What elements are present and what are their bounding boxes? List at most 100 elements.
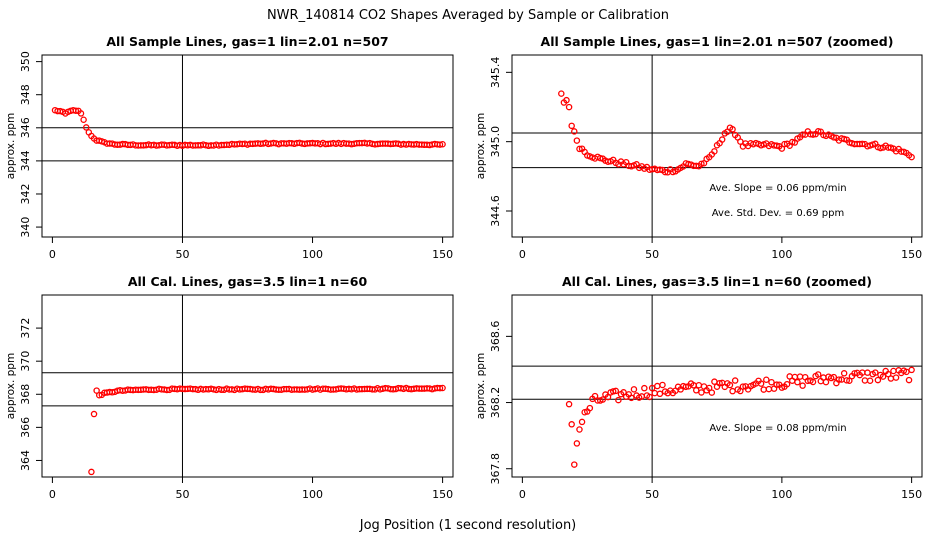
y-axis-label: approx. ppm <box>475 113 487 179</box>
annotation: Ave. Slope = 0.06 ppm/min <box>709 183 846 194</box>
data-point <box>641 384 648 392</box>
data-point <box>773 381 780 388</box>
x-tick-label: 100 <box>771 488 792 501</box>
plot-frame <box>511 54 923 238</box>
data-point <box>82 124 90 131</box>
data-point <box>578 418 586 426</box>
plot-frame <box>41 294 454 478</box>
data-point <box>874 376 882 384</box>
data-point <box>576 145 583 153</box>
x-tick-label: 50 <box>645 488 659 501</box>
x-tick-label: 50 <box>175 488 189 501</box>
data-point <box>843 377 851 384</box>
data-point <box>796 373 804 380</box>
data-point <box>830 134 838 141</box>
data-point <box>814 371 822 378</box>
y-tick-label: 342 <box>19 183 32 204</box>
data-point <box>698 160 705 168</box>
data-point <box>711 378 718 385</box>
annotation: Ave. Std. Dev. = 0.69 ppm <box>712 208 844 219</box>
data-point <box>809 131 817 138</box>
data-point <box>628 394 635 402</box>
panel-title: All Sample Lines, gas=1 lin=2.01 n=507 (… <box>541 34 894 49</box>
data-point <box>612 387 620 395</box>
y-tick-label: 364 <box>19 450 32 471</box>
data-point <box>716 379 723 387</box>
data-point <box>630 386 638 393</box>
x-tick-label: 50 <box>175 248 189 261</box>
data-point <box>879 373 887 380</box>
x-tick-label: 0 <box>519 488 526 501</box>
data-point <box>571 128 578 135</box>
x-tick-label: 150 <box>901 488 922 501</box>
x-tick-label: 0 <box>49 488 56 501</box>
data-point <box>799 131 806 138</box>
y-tick-label: 372 <box>19 318 32 339</box>
data-point <box>846 377 853 385</box>
y-tick-label: 345.4 <box>489 57 502 89</box>
data-point <box>783 380 791 388</box>
data-point <box>586 404 594 412</box>
data-point <box>908 153 915 161</box>
data-point <box>568 122 575 130</box>
data-point <box>866 377 874 385</box>
data-point <box>571 461 578 468</box>
data-point <box>822 378 830 386</box>
data-point <box>651 389 658 397</box>
panel-title: All Cal. Lines, gas=3.5 lin=1 n=60 (zoom… <box>562 274 872 289</box>
data-point <box>661 168 669 176</box>
data-point <box>72 107 80 114</box>
y-axis-label: approx. ppm <box>5 113 17 179</box>
data-point <box>731 377 739 384</box>
data-point <box>80 116 87 123</box>
data-point <box>729 387 736 395</box>
x-tick-label: 100 <box>302 248 323 261</box>
x-tick-label: 100 <box>771 248 792 261</box>
y-axis-label: approx. ppm <box>475 353 487 419</box>
data-point <box>565 103 573 111</box>
data-point <box>436 141 444 148</box>
data-point <box>729 126 736 133</box>
series <box>558 90 915 176</box>
x-tick-label: 150 <box>432 488 453 501</box>
data-point <box>892 374 900 381</box>
y-tick-label: 344 <box>19 150 32 171</box>
data-point <box>573 137 581 144</box>
data-point <box>609 388 617 395</box>
data-point <box>604 393 612 401</box>
x-tick-label: 0 <box>49 248 56 261</box>
y-tick-label: 368.2 <box>489 387 502 419</box>
data-point <box>718 136 726 143</box>
data-point <box>708 389 716 396</box>
data-point <box>835 376 843 383</box>
panel-2: All Sample Lines, gas=1 lin=2.01 n=507 (… <box>475 34 923 261</box>
y-tick-label: 350 <box>19 51 32 72</box>
data-point <box>563 96 570 104</box>
data-point <box>558 90 565 97</box>
data-point <box>890 367 897 375</box>
data-point <box>757 380 765 387</box>
data-point <box>768 378 775 386</box>
x-tick-label: 100 <box>302 488 323 501</box>
data-point <box>809 378 817 386</box>
data-point <box>864 369 871 376</box>
panel-4: All Cal. Lines, gas=3.5 lin=1 n=60 (zoom… <box>475 274 923 501</box>
data-point <box>763 376 770 383</box>
data-point <box>576 426 583 433</box>
data-point <box>646 393 653 401</box>
data-point <box>859 140 866 148</box>
panel-title: All Cal. Lines, gas=3.5 lin=1 n=60 <box>128 274 368 289</box>
data-point <box>439 384 446 392</box>
y-tick-label: 368 <box>19 384 32 405</box>
y-tick-label: 368.6 <box>489 321 502 353</box>
data-point <box>799 382 806 389</box>
plot-frame <box>41 54 454 238</box>
panel-title: All Sample Lines, gas=1 lin=2.01 n=507 <box>106 34 388 49</box>
data-point <box>840 370 848 377</box>
data-point <box>568 421 575 428</box>
data-point <box>760 386 767 393</box>
y-axis-label: approx. ppm <box>5 353 17 419</box>
data-point <box>436 384 444 392</box>
data-point <box>695 381 703 389</box>
